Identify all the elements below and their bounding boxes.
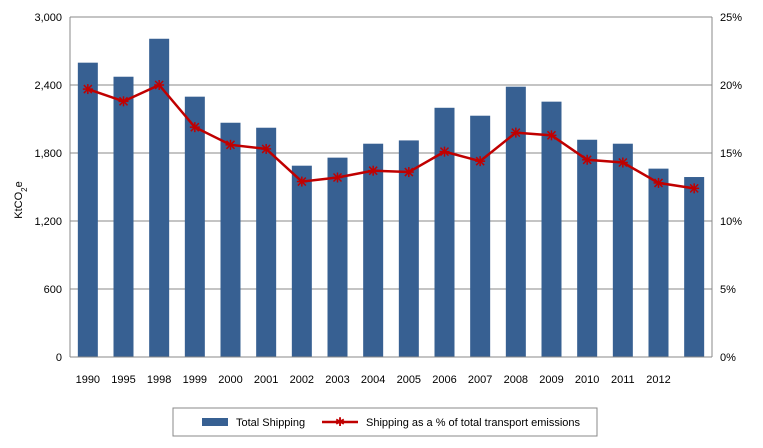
x-tick-label: 2012 — [646, 374, 670, 386]
x-tick-label: 2003 — [325, 374, 349, 386]
line-marker — [617, 157, 628, 168]
line-marker — [510, 127, 521, 138]
line-marker — [332, 172, 343, 183]
legend-swatch-bar — [202, 418, 228, 426]
bar — [541, 101, 562, 357]
bar — [327, 157, 348, 357]
y2-tick-label: 20% — [720, 80, 742, 92]
y-tick-label: 0 — [56, 352, 62, 364]
bar — [577, 139, 598, 357]
y-tick-label: 3,000 — [34, 12, 62, 24]
line-marker — [261, 143, 272, 154]
legend-label-bar: Total Shipping — [236, 417, 305, 429]
y2-tick-label: 0% — [720, 352, 736, 364]
line-marker — [582, 154, 593, 165]
x-tick-label: 2000 — [218, 374, 242, 386]
bar — [612, 143, 633, 357]
line-marker — [82, 84, 93, 95]
x-tick-label: 2002 — [290, 374, 314, 386]
bar — [434, 107, 455, 357]
bar — [184, 96, 205, 357]
line-marker — [403, 167, 414, 178]
y2-tick-label: 15% — [720, 148, 742, 160]
legend: Total Shipping ✱ Shipping as a % of tota… — [172, 407, 598, 437]
y-tick-label: 600 — [44, 284, 62, 296]
line-marker — [368, 165, 379, 176]
y-tick-label: 1,800 — [34, 148, 62, 160]
x-tick-label: 2001 — [254, 374, 278, 386]
line-marker — [225, 139, 236, 150]
x-tick-label: 1999 — [183, 374, 207, 386]
line-marker — [653, 177, 664, 188]
line-marker — [154, 80, 165, 90]
x-tick-label: 2008 — [504, 374, 528, 386]
line-marker — [546, 130, 557, 141]
bar — [505, 86, 526, 357]
bar — [363, 143, 384, 357]
line-marker — [118, 96, 129, 107]
line-marker — [189, 122, 200, 133]
x-tick-label: 2011 — [611, 374, 635, 386]
line-marker — [296, 176, 307, 187]
line-marker — [475, 156, 486, 167]
y2-tick-label: 10% — [720, 216, 742, 228]
legend-marker: ✱ — [335, 415, 345, 429]
y-tick-label: 1,200 — [34, 216, 62, 228]
bar — [684, 177, 705, 357]
bar — [291, 165, 312, 357]
y2-tick-label: 5% — [720, 284, 736, 296]
line-marker — [689, 183, 700, 194]
bar — [113, 76, 134, 357]
bar — [77, 62, 98, 357]
x-tick-label: 2009 — [539, 374, 563, 386]
bar — [648, 168, 669, 357]
legend-label-line: Shipping as a % of total transport emiss… — [366, 417, 581, 429]
x-tick-label: 2010 — [575, 374, 599, 386]
bar — [220, 122, 241, 358]
bar — [256, 127, 277, 357]
bar — [149, 38, 170, 357]
x-tick-label: 1995 — [111, 374, 135, 386]
bar — [470, 115, 491, 357]
x-tick-label: 2006 — [432, 374, 456, 386]
x-tick-label: 2005 — [397, 374, 421, 386]
y-axis-title: KtCO2e — [13, 181, 29, 218]
line-marker — [439, 146, 450, 157]
series-line — [87, 83, 695, 190]
x-tick-label: 2004 — [361, 374, 385, 386]
y2-tick-label: 25% — [720, 12, 742, 24]
x-tick-label: 1998 — [147, 374, 171, 386]
x-tick-label: 1990 — [76, 374, 100, 386]
x-tick-label: 2007 — [468, 374, 492, 386]
y-tick-label: 2,400 — [34, 80, 62, 92]
bar — [398, 140, 419, 357]
